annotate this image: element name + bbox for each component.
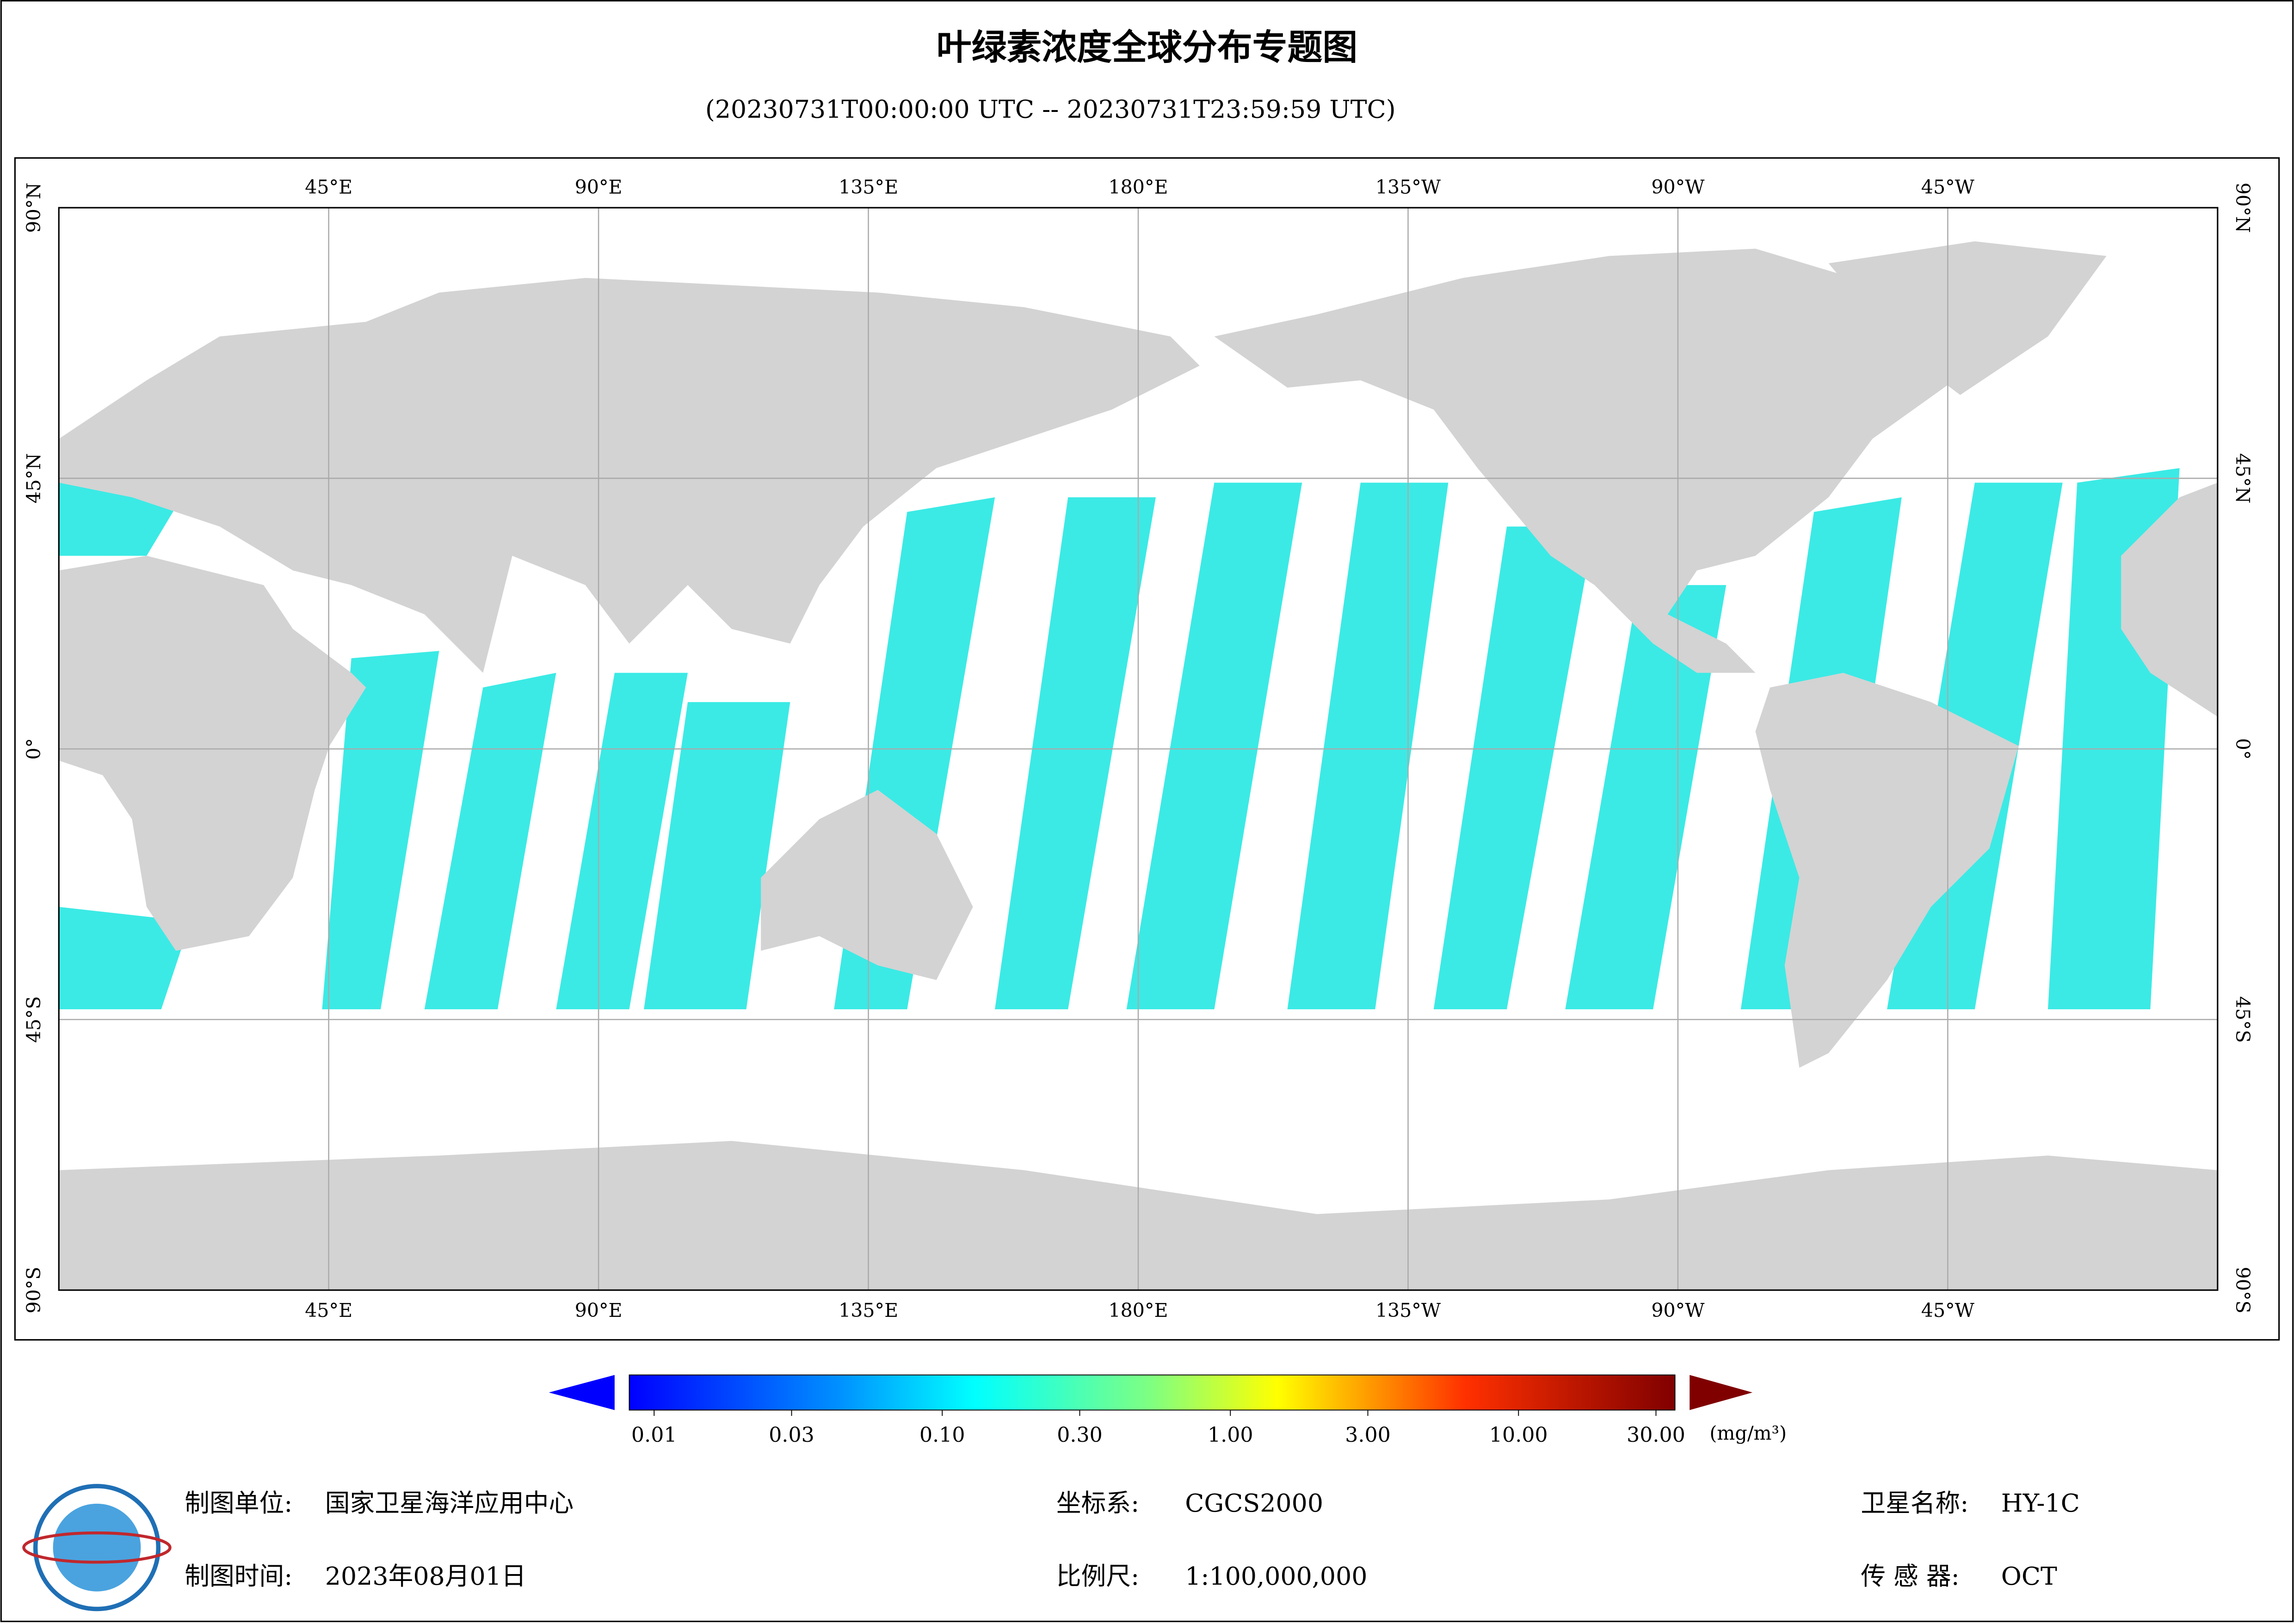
date-label: 制图时间: <box>185 1562 292 1591</box>
lon-label-top: 45°E <box>305 176 352 198</box>
lat-label-left: 0° <box>23 738 45 760</box>
lat-label-left: 45°S <box>23 996 45 1043</box>
chlorophyll-swaths <box>59 468 2180 1009</box>
lat-label-right: 90°S <box>2232 1267 2254 1314</box>
lon-label-bottom: 90°W <box>1651 1299 1705 1321</box>
lon-label-top: 135°E <box>839 176 898 198</box>
colorbar-ramp <box>629 1374 1676 1411</box>
lon-label-bottom: 45°E <box>305 1299 352 1321</box>
crs-label: 坐标系: <box>1056 1488 1139 1518</box>
scale: 1:100,000,000 <box>1185 1562 1367 1591</box>
lat-label-left: 90°N <box>23 183 45 233</box>
lon-label-bottom: 135°E <box>839 1299 898 1321</box>
scale-label: 比例尺: <box>1056 1562 1139 1591</box>
subtitle: (20230731T00:00:00 UTC -- 20230731T23:59… <box>705 94 1396 123</box>
lat-label-left: 45°N <box>23 453 45 504</box>
colorbar-low-arrow <box>549 1375 615 1410</box>
lat-label-right: 90°N <box>2232 183 2254 233</box>
colorbar-tick-label: 30.00 <box>1627 1423 1685 1447</box>
colorbar-tick-label: 1.00 <box>1208 1423 1253 1447</box>
lon-label-top: 90°E <box>575 176 623 198</box>
title: 叶绿素浓度全球分布专题图 <box>937 27 1358 68</box>
producer: 国家卫星海洋应用中心 <box>325 1488 574 1518</box>
colorbar-tick-label: 0.03 <box>769 1423 814 1447</box>
colorbar-tick-label: 0.30 <box>1057 1423 1103 1447</box>
lon-label-top: 135°W <box>1375 176 1441 198</box>
footer: 制图单位: 国家卫星海洋应用中心 制图时间: 2023年08月01日 坐标系: … <box>185 1488 2080 1591</box>
lat-label-right: 45°S <box>2232 996 2254 1043</box>
lat-label-right: 0° <box>2232 738 2254 760</box>
colorbar-tick-label: 10.00 <box>1489 1423 1548 1447</box>
lon-label-top: 90°W <box>1651 176 1705 198</box>
lon-label-bottom: 180°E <box>1109 1299 1168 1321</box>
lon-label-bottom: 90°E <box>575 1299 623 1321</box>
map-frame-outer <box>14 157 2280 1341</box>
lat-label-right: 45°N <box>2232 453 2254 504</box>
sensor-label: 传 感 器: <box>1861 1562 1960 1591</box>
lon-label-bottom: 45°W <box>1921 1299 1975 1321</box>
map <box>59 208 2218 1291</box>
colorbar-tick-label: 0.01 <box>631 1423 677 1447</box>
map-frame <box>58 207 2219 1291</box>
satellite: HY-1C <box>2001 1488 2080 1518</box>
colorbar-unit: (mg/m³) <box>1709 1422 1787 1445</box>
colorbar: (mg/m³) <box>549 1374 1787 1445</box>
logo <box>22 1484 172 1612</box>
lon-label-top: 180°E <box>1109 176 1168 198</box>
producer-label: 制图单位: <box>185 1488 292 1518</box>
colorbar-tick-label: 3.00 <box>1345 1423 1391 1447</box>
colorbar-high-arrow <box>1690 1375 1753 1410</box>
lat-label-left: 90°S <box>23 1267 45 1314</box>
crs: CGCS2000 <box>1185 1488 1323 1518</box>
colorbar-tick-label: 0.10 <box>919 1423 965 1447</box>
date: 2023年08月01日 <box>325 1562 526 1591</box>
sensor: OCT <box>2001 1562 2057 1591</box>
satellite-label: 卫星名称: <box>1861 1488 1968 1518</box>
lon-label-top: 45°W <box>1921 176 1975 198</box>
lon-label-bottom: 135°W <box>1375 1299 1441 1321</box>
